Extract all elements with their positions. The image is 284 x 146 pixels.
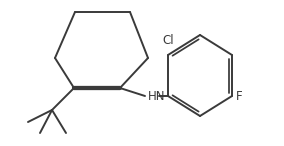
Text: F: F	[236, 89, 243, 102]
Text: HN: HN	[148, 89, 166, 102]
Text: Cl: Cl	[162, 33, 174, 46]
